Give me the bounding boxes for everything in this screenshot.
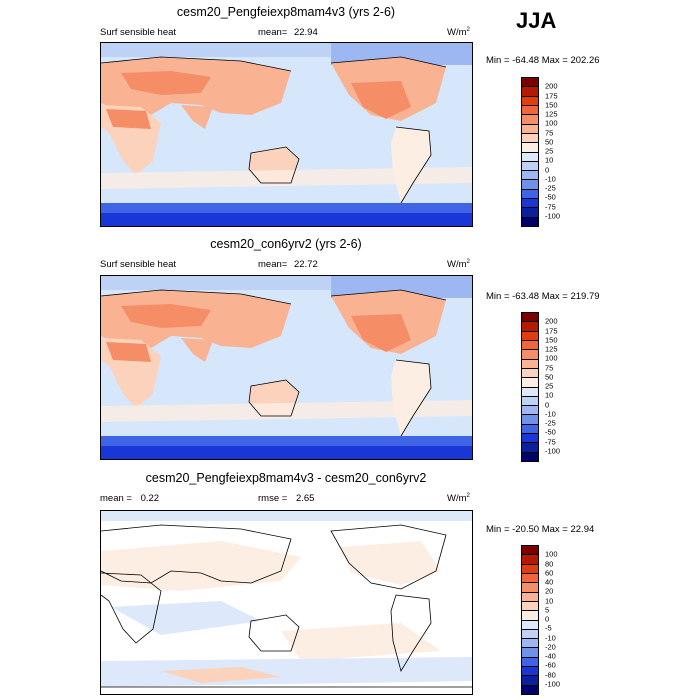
tick: 0 xyxy=(545,614,550,624)
tick: -100 xyxy=(545,446,561,455)
panel2-units: W/m2 xyxy=(447,259,470,271)
tick: 200 xyxy=(545,316,558,326)
tick: -10 xyxy=(545,174,556,183)
tick: 150 xyxy=(545,100,558,109)
tick: 100 xyxy=(545,118,558,128)
tick: -5 xyxy=(545,623,552,633)
panel2-minmax: Min = -63.48 Max = 219.79 xyxy=(486,291,600,302)
panel3-units: W/m2 xyxy=(447,493,470,505)
panel2-mean-value: 22.72 xyxy=(293,259,318,270)
panel3-rmse-label: rmse = xyxy=(258,493,288,504)
tick: 175 xyxy=(545,90,558,100)
panel1-map xyxy=(100,42,473,227)
panel2-mean: mean= 22.72 xyxy=(258,259,318,270)
tick: 10 xyxy=(545,390,554,400)
tick: 25 xyxy=(545,381,554,391)
panel3-rmse: rmse = 2.65 xyxy=(258,493,314,504)
tick: 75 xyxy=(545,127,554,137)
tick: 125 xyxy=(545,109,558,119)
panel3-mean: mean = 0.22 xyxy=(100,493,159,504)
tick: -10 xyxy=(545,409,556,418)
panel3-map xyxy=(100,510,473,695)
panel3-mean-value: 0.22 xyxy=(140,493,160,504)
tick: 40 xyxy=(545,577,554,587)
tick: -50 xyxy=(545,192,556,202)
tick: 175 xyxy=(545,325,558,335)
tick: 75 xyxy=(545,362,554,372)
panel2-title: cesm20_con6yrv2 (yrs 2-6) xyxy=(210,237,362,251)
tick: 20 xyxy=(545,586,554,596)
season-label: JJA xyxy=(516,8,557,33)
panel1-variable-label: Surf sensible heat xyxy=(100,27,177,38)
tick: -80 xyxy=(545,669,556,679)
panel2-colorbar xyxy=(521,312,539,462)
tick: -10 xyxy=(545,632,556,642)
panel1-units: W/m2 xyxy=(447,27,470,39)
panel3-minmax: Min = -20.50 Max = 22.94 xyxy=(486,524,595,535)
tick: -20 xyxy=(545,642,556,651)
panel3-mean-label: mean = xyxy=(100,493,132,504)
panel2-variable-label: Surf sensible heat xyxy=(100,259,177,270)
panel1-mean-value: 22.94 xyxy=(293,27,318,38)
panel1-minmax: Min = -64.48 Max = 202.26 xyxy=(486,55,600,66)
panel1-mean: mean= 22.94 xyxy=(258,27,318,38)
panel1-mean-label: mean= xyxy=(258,27,288,38)
tick: -25 xyxy=(545,418,556,428)
tick: 0 xyxy=(545,399,550,409)
tick: -50 xyxy=(545,427,556,437)
tick: 25 xyxy=(545,146,554,156)
tick: 200 xyxy=(545,81,558,91)
panel1-colorbar xyxy=(521,77,539,227)
panel3-title: cesm20_Pengfeiexp8mam4v3 - cesm20_con6yr… xyxy=(145,471,427,485)
tick: 150 xyxy=(545,335,558,344)
tick: 50 xyxy=(545,372,554,381)
tick: 100 xyxy=(545,549,558,559)
tick: 10 xyxy=(545,155,554,165)
tick: 10 xyxy=(545,595,554,605)
tick: 100 xyxy=(545,353,558,363)
tick: 80 xyxy=(545,558,554,568)
panel2-map xyxy=(100,275,473,460)
panel3-colorbar xyxy=(521,545,539,695)
panel2-mean-label: mean= xyxy=(258,259,288,270)
panel1-title: cesm20_Pengfeiexp8mam4v3 (yrs 2-6) xyxy=(176,5,396,19)
tick: -75 xyxy=(545,436,556,446)
tick: -40 xyxy=(545,651,556,661)
tick: -75 xyxy=(545,201,556,211)
panel3-rmse-value: 2.65 xyxy=(295,493,315,504)
tick: 60 xyxy=(545,568,554,577)
tick: -100 xyxy=(545,211,561,220)
tick: -25 xyxy=(545,183,556,193)
tick: 5 xyxy=(545,605,550,614)
tick: 50 xyxy=(545,137,554,146)
tick: -60 xyxy=(545,660,556,670)
tick: 0 xyxy=(545,164,550,174)
tick: 125 xyxy=(545,344,558,354)
tick: -100 xyxy=(545,679,561,688)
